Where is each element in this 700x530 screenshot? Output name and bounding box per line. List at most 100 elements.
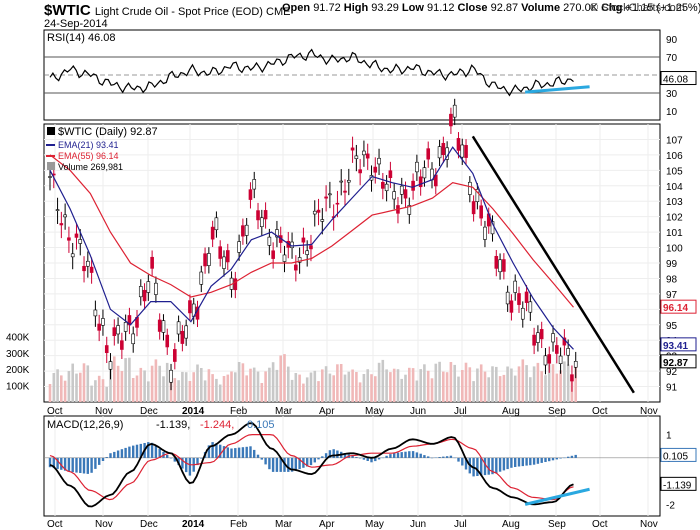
macd-histogram-bar [211, 442, 214, 458]
price-bar-body [517, 293, 521, 305]
volume-bar [162, 376, 165, 402]
volume-bar [400, 378, 403, 402]
price-bar-body [184, 325, 188, 339]
macd-histogram-bar [332, 449, 335, 458]
volume-bar [116, 365, 120, 402]
volume-bar [317, 381, 320, 402]
price-bar-body [388, 170, 393, 179]
macd-histogram-bar [434, 457, 437, 458]
price-bar-body [403, 189, 408, 199]
price-bar-body [543, 355, 548, 366]
volume-bar [222, 376, 226, 402]
macd-histogram-bar [453, 457, 456, 459]
price-bar-body [354, 155, 359, 159]
macd-histogram-bar [264, 457, 267, 465]
rsi-tick-label: 70 [666, 53, 678, 64]
price-bar-body [558, 355, 563, 364]
volume-bar [476, 368, 479, 402]
price-bar-body [350, 147, 355, 151]
price-bar-body [237, 241, 241, 253]
macd-histogram-bar [234, 448, 237, 458]
price-tick-label: 102 [666, 213, 683, 224]
macd-histogram-bar [461, 457, 464, 466]
price-bar-body [343, 190, 347, 193]
macd-histogram-bar [358, 457, 362, 459]
volume-bar [105, 386, 108, 402]
macd-histogram-bar [393, 453, 396, 458]
volume-axis-label: 300K [6, 349, 30, 360]
volume-bar [574, 367, 577, 402]
price-bar-body [180, 330, 185, 344]
macd-histogram-bar [498, 457, 502, 472]
volume-bar [139, 367, 143, 402]
volume-bar [60, 375, 63, 402]
price-bar-body [86, 260, 90, 267]
volume-bar [113, 356, 116, 402]
volume-bar [525, 365, 528, 402]
price-bar-body [142, 289, 147, 302]
volume-bar [472, 381, 475, 402]
volume-bar [529, 377, 532, 402]
price-bar-body [256, 210, 260, 221]
volume-bar [343, 374, 347, 402]
price-bar-body [74, 233, 79, 238]
macd-month-label: Oct [47, 519, 63, 530]
macd-histogram-bar [48, 457, 52, 468]
macd-histogram-bar [245, 446, 248, 458]
volume-bar [256, 371, 260, 402]
volume-bar [468, 367, 472, 402]
price-bar-body [89, 266, 94, 273]
macd-histogram-bar [574, 454, 577, 458]
macd-histogram-bar [188, 457, 192, 476]
volume-bar [419, 369, 422, 402]
volume-bar [381, 359, 385, 402]
volume-bar [513, 375, 517, 402]
volume-value: 270.0K [563, 2, 599, 14]
macd-histogram-bar [268, 457, 271, 470]
macd-histogram-bar [124, 447, 127, 458]
macd-histogram-bar [275, 457, 279, 472]
macd-histogram-bar [336, 450, 339, 458]
price-bar-body [475, 189, 480, 202]
price-bar-body [449, 113, 453, 127]
price-bar-body [437, 146, 442, 159]
stockcharts-brand: © StockCharts.com [590, 2, 685, 14]
volume-bar [389, 372, 392, 402]
volume-bar [510, 368, 513, 402]
price-bar-body [82, 265, 86, 272]
price-tick-label: 103 [666, 197, 683, 208]
macd-histogram-bar [408, 451, 411, 458]
macd-histogram-bar [502, 457, 506, 471]
price-tick-label: 95 [666, 321, 678, 332]
macd-histogram-bar [260, 457, 263, 460]
macd-month-label: Oct [592, 519, 608, 530]
price-bar-body [63, 214, 67, 218]
price-bar-body [108, 361, 113, 370]
symbol-text: $WTIC [44, 2, 91, 19]
price-bar-body [456, 138, 461, 151]
macd-value-box [660, 476, 697, 491]
macd-month-label: Mar [275, 519, 293, 530]
price-bar-body [339, 180, 344, 183]
macd-histogram-bar [404, 451, 407, 458]
price-bar-body [362, 150, 366, 156]
price-tick-label: 104 [666, 182, 683, 193]
price-month-label: Jun [410, 406, 426, 417]
macd-hist-box [660, 447, 697, 462]
macd-histogram-bar [400, 452, 403, 458]
price-bar-body [566, 348, 570, 356]
volume-bar [181, 371, 184, 402]
volume-bar [302, 383, 305, 402]
volume-bar [461, 370, 464, 402]
price-bar-body [127, 315, 132, 326]
price-bar-body [93, 309, 98, 317]
price-bar-body [498, 259, 502, 273]
rsi-last-box [660, 71, 697, 86]
price-bar-body [524, 291, 529, 303]
price-tick-label: 107 [666, 135, 683, 146]
price-bar-body [502, 259, 506, 272]
macd-divergence-line [524, 487, 590, 506]
macd-histogram-bar [510, 457, 513, 468]
macd-histogram-bar [253, 449, 256, 458]
macd-legend-name: MACD(12,26,9) [47, 419, 123, 431]
